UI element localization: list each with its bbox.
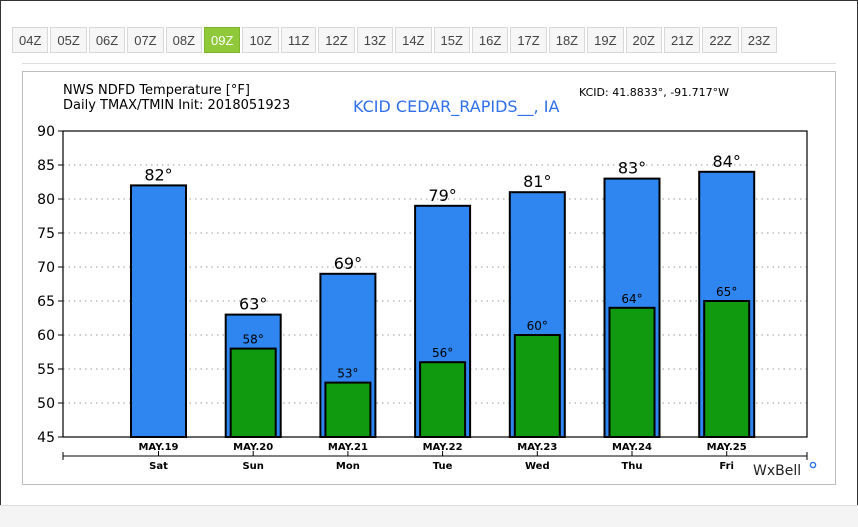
x-day-label: Tue: [433, 461, 453, 472]
x-date-label: MAY.23: [517, 442, 557, 453]
y-tick-label: 70: [37, 260, 55, 276]
tmin-bar: [229, 347, 277, 439]
y-axis: 45 50 55 60 65 70 75 80 85 90: [37, 124, 63, 446]
tab-06z[interactable]: 06Z: [88, 27, 126, 53]
tab-17z[interactable]: 17Z: [510, 27, 547, 53]
x-day-label: Thu: [621, 461, 642, 472]
bars: 82° 63° 58° 69° 53° 79° 56° 81° 60° 83° 64° 84° 65°: [130, 152, 756, 439]
x-day-label: Sun: [242, 461, 263, 472]
tmax-label: 82°: [144, 165, 172, 184]
temperature-chart: NWS NDFD Temperature [°F] Daily TMAX/TMI…: [37, 83, 817, 479]
x-day-label: Wed: [525, 461, 550, 472]
tab-21z[interactable]: 21Z: [663, 27, 701, 53]
tab-05z[interactable]: 05Z: [50, 27, 87, 53]
wxbell-logo: WxBell: [753, 461, 817, 479]
x-day-label: Mon: [336, 461, 360, 472]
x-date-label: MAY.20: [233, 442, 273, 453]
header-line2: Daily TMAX/TMIN Init: 2018051923: [63, 98, 290, 113]
tab-18z[interactable]: 18Z: [548, 27, 586, 53]
tab-16z[interactable]: 16Z: [471, 27, 509, 53]
y-tick-label: 60: [37, 328, 55, 344]
tmin-label: 56°: [432, 346, 453, 360]
brand-text: WxBell: [753, 463, 801, 479]
tmin-bar: [703, 300, 751, 438]
tmax-bar: [130, 184, 187, 439]
divider: [22, 63, 836, 64]
y-tick-label: 45: [37, 430, 55, 446]
tmin-bar: [608, 306, 656, 438]
x-axis: MAY.19 Sat MAY.20 Sun MAY.21 Mon MAY.22 Tue MAY.…: [62, 442, 808, 472]
tab-09z[interactable]: 09Z: [204, 27, 241, 53]
tmin-label: 65°: [716, 285, 737, 299]
x-date-label: MAY.19: [138, 442, 178, 453]
x-date-label: MAY.21: [328, 442, 368, 453]
tab-22z[interactable]: 22Z: [702, 27, 739, 53]
station-name: KCID CEDAR_RAPIDS__, IA: [353, 97, 559, 117]
tmax-label: 81°: [523, 172, 551, 191]
tab-07z[interactable]: 07Z: [127, 27, 164, 53]
y-tick-label: 50: [37, 396, 55, 412]
plot-frame: [62, 130, 808, 438]
tmin-bar: [513, 334, 561, 438]
y-tick-label: 80: [37, 192, 55, 208]
x-date-label: MAY.22: [423, 442, 463, 453]
chart-container: NWS NDFD Temperature [°F] Daily TMAX/TMI…: [22, 71, 836, 485]
bottom-bar: [0, 505, 858, 527]
tmax-label: 79°: [428, 186, 456, 205]
tmin-bar: [419, 361, 467, 439]
tab-15z[interactable]: 15Z: [433, 27, 470, 53]
tmin-label: 53°: [337, 367, 358, 381]
tab-12z[interactable]: 12Z: [318, 27, 355, 53]
tab-19z[interactable]: 19Z: [587, 27, 624, 53]
x-day-label: Sat: [149, 461, 168, 472]
tab-13z[interactable]: 13Z: [356, 27, 394, 53]
tmax-label: 63°: [239, 295, 267, 314]
x-date-label: MAY.24: [612, 442, 652, 453]
tab-08z[interactable]: 08Z: [165, 27, 203, 53]
tmax-label: 83°: [618, 159, 646, 178]
x-date-label: MAY.25: [707, 442, 747, 453]
x-day-label: Fri: [719, 461, 734, 472]
station-coords: KCID: 41.8833°, -91.717°W: [579, 86, 729, 99]
y-tick-label: 90: [37, 124, 55, 140]
logo-dot-icon: [809, 461, 817, 469]
tab-23z[interactable]: 23Z: [740, 27, 778, 53]
tmin-bar: [324, 381, 372, 439]
hour-tabs: 04Z 05Z 06Z 07Z 08Z 09Z 10Z 11Z 12Z 13Z 14Z 15Z 16Z 1…: [12, 27, 779, 53]
tmax-label: 84°: [713, 152, 741, 171]
header-line1: NWS NDFD Temperature [°F]: [63, 83, 250, 98]
y-tick-label: 85: [37, 158, 55, 174]
tab-11z[interactable]: 11Z: [280, 27, 317, 53]
y-tick-label: 65: [37, 294, 55, 310]
tmin-label: 64°: [621, 292, 642, 306]
tmin-label: 60°: [527, 319, 548, 333]
tmin-label: 58°: [243, 333, 264, 347]
y-tick-label: 75: [37, 226, 55, 242]
tab-10z[interactable]: 10Z: [242, 27, 279, 53]
tab-14z[interactable]: 14Z: [395, 27, 432, 53]
tab-20z[interactable]: 20Z: [625, 27, 662, 53]
tmax-label: 69°: [334, 254, 362, 273]
y-tick-label: 55: [37, 362, 55, 378]
tab-04z[interactable]: 04Z: [12, 27, 49, 53]
